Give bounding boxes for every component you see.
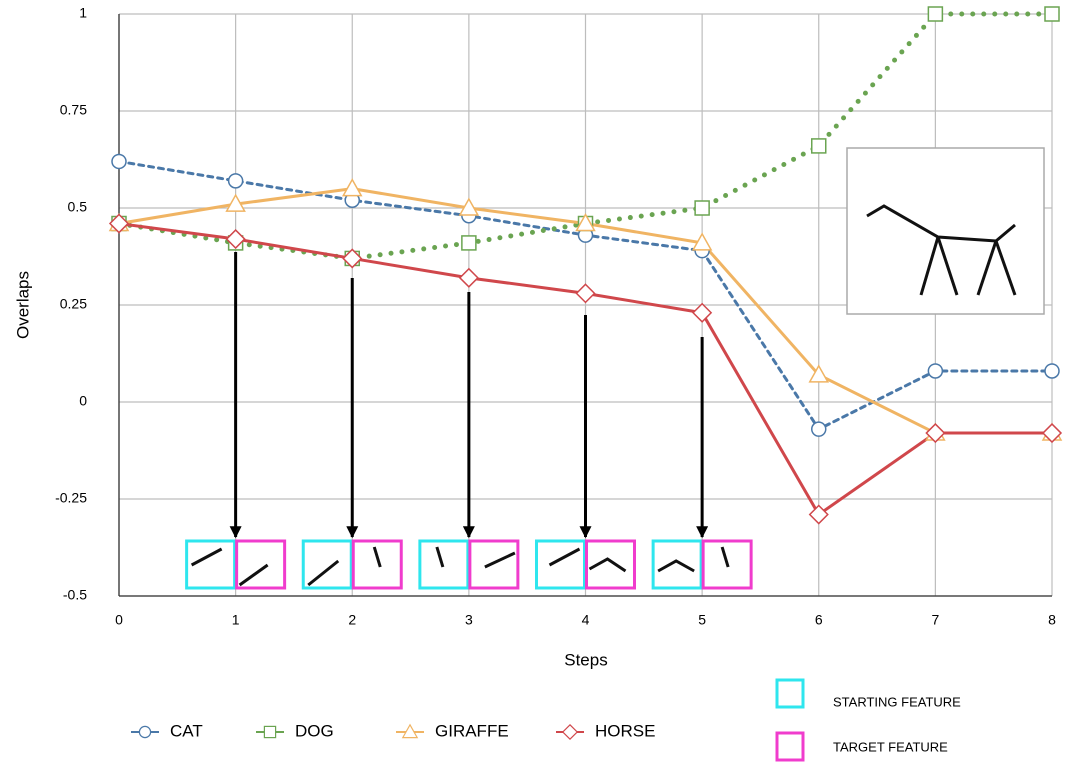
marker	[401, 723, 419, 739]
marker	[808, 364, 830, 383]
starting-feature	[651, 539, 703, 590]
x-tick-label: 2	[348, 612, 356, 628]
marker	[111, 153, 127, 170]
y-tick-label: -0.5	[63, 587, 87, 603]
x-tick-label: 7	[931, 612, 939, 628]
x-tick-label: 3	[465, 612, 473, 628]
marker	[225, 228, 246, 250]
legend-label: CAT	[170, 721, 203, 740]
key-label: STARTING FEATURE	[833, 694, 961, 709]
y-tick-label: 0	[79, 393, 87, 409]
legend-label: HORSE	[595, 721, 655, 740]
starting-key	[775, 678, 805, 709]
marker	[575, 283, 596, 304]
marker	[927, 363, 944, 379]
marker	[1041, 422, 1063, 444]
legend-label: DOG	[295, 721, 334, 740]
feature-stroke	[588, 557, 627, 573]
y-tick-label: -0.25	[55, 490, 87, 506]
marker	[458, 267, 479, 288]
marker	[927, 6, 944, 22]
y-tick-label: 0.5	[68, 199, 88, 215]
feature-stroke	[548, 547, 581, 567]
marker	[138, 725, 152, 739]
legend-label: GIRAFFE	[435, 721, 509, 740]
x-tick-label: 1	[232, 612, 240, 628]
marker	[458, 197, 480, 216]
x-tick-label: 5	[698, 612, 706, 628]
grid: -0.5 -0.25 0 0.25 0.5 0.75 1 0 1 2 3 4 5 6 7 8	[55, 5, 1056, 628]
feature-stroke	[484, 551, 516, 569]
x-tick-label: 0	[115, 612, 123, 628]
marker	[342, 248, 363, 269]
x-axis-label: Steps	[564, 650, 607, 669]
starting-feature	[301, 539, 353, 590]
starting-feature	[535, 539, 586, 590]
y-tick-label: 0.75	[60, 102, 87, 118]
target-feature	[585, 539, 636, 590]
marker	[575, 212, 596, 232]
marker	[341, 178, 363, 197]
x-tick-label: 6	[815, 612, 823, 628]
x-tick-label: 4	[582, 612, 590, 628]
marker	[1044, 6, 1060, 22]
marker	[925, 422, 946, 444]
marker	[561, 723, 579, 741]
y-tick-label: 0.25	[60, 296, 87, 312]
target-feature	[468, 539, 520, 590]
feature-stroke	[372, 546, 382, 568]
marker	[691, 232, 713, 251]
feature-stroke	[307, 559, 340, 587]
horse-inset	[846, 147, 1045, 315]
feature-stroke	[190, 547, 223, 567]
feature-transitions	[185, 252, 753, 590]
marker	[692, 302, 713, 323]
target-key	[775, 731, 805, 762]
feature-stroke	[657, 559, 695, 573]
marker	[225, 193, 246, 212]
x-tick-label: 8	[1048, 612, 1056, 628]
feature-stroke	[435, 546, 445, 568]
marker	[108, 213, 130, 234]
marker	[808, 504, 829, 525]
marker	[227, 173, 244, 189]
marker	[461, 235, 477, 251]
marker	[811, 138, 827, 154]
target-feature	[351, 539, 403, 590]
marker	[811, 421, 827, 437]
feature-stroke	[720, 546, 730, 568]
marker	[263, 725, 277, 739]
feature-stroke	[238, 563, 269, 587]
starting-feature	[418, 539, 470, 590]
y-axis-label: Overlaps	[13, 271, 32, 339]
marker	[1044, 363, 1060, 379]
y-tick-label: 1	[79, 5, 87, 21]
marker	[694, 200, 710, 216]
key-label: TARGET FEATURE	[833, 739, 948, 754]
